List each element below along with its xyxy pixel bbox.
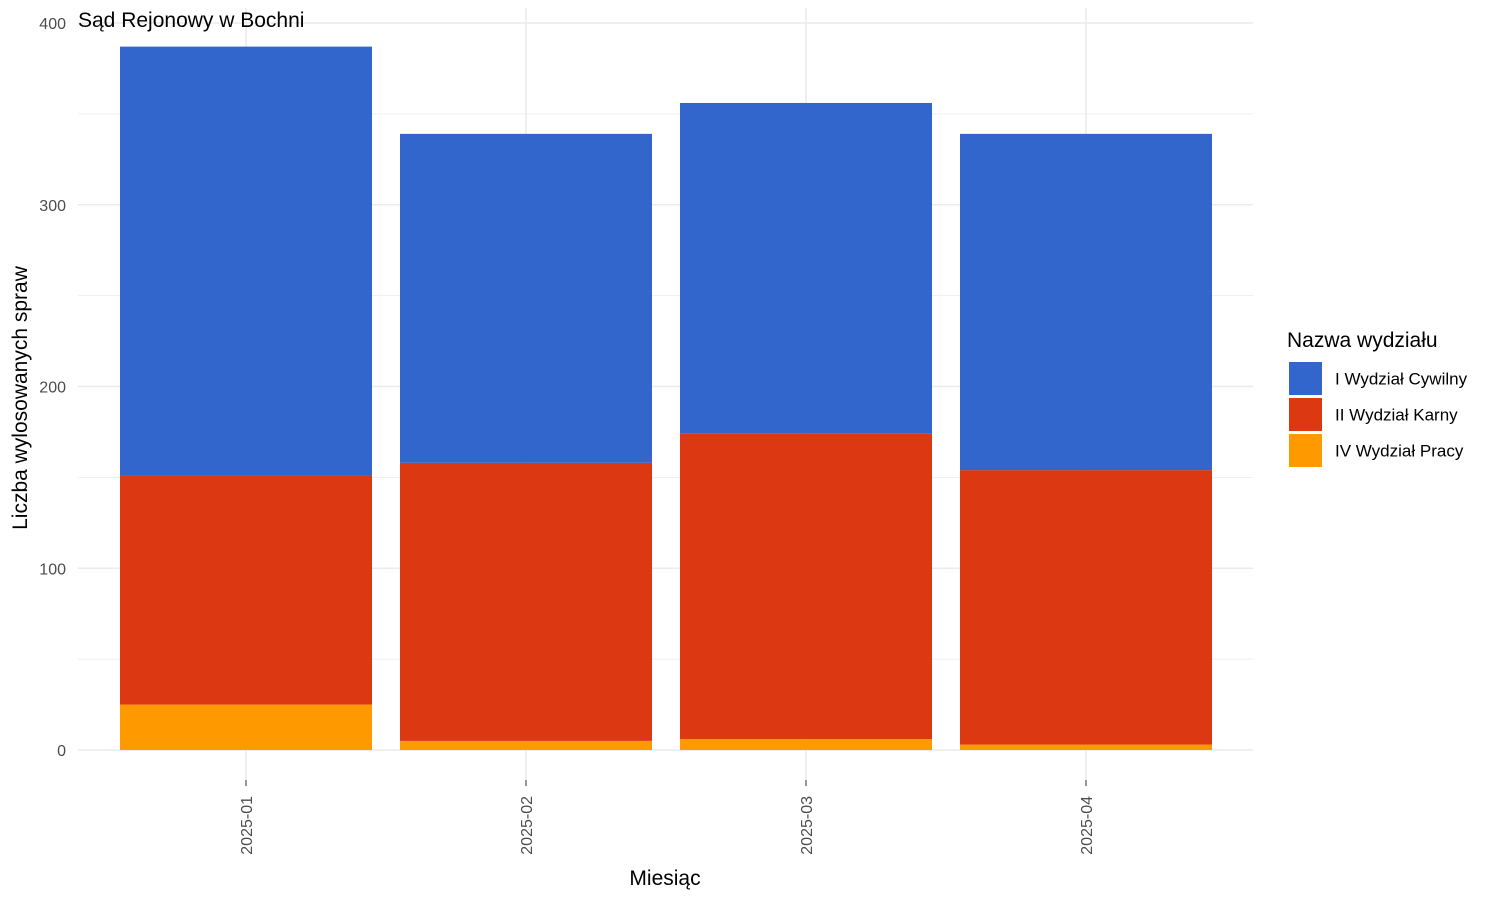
bar-segment <box>960 133 1212 471</box>
legend-label: IV Wydział Pracy <box>1335 442 1464 461</box>
x-tick-label: 2025-02 <box>519 796 536 855</box>
legend-label: I Wydział Cywilny <box>1335 370 1468 389</box>
bar-segment <box>960 744 1212 750</box>
legend-title: Nazwa wydziału <box>1287 329 1438 352</box>
legend-key <box>1289 362 1322 395</box>
bar-segment <box>120 704 372 750</box>
chart-title: Sąd Rejonowy w Bochni <box>78 9 304 32</box>
bar-segment <box>120 475 372 705</box>
y-tick-label: 200 <box>39 380 66 397</box>
bar-segment <box>680 433 932 740</box>
bar-segment <box>680 102 932 434</box>
bar-layer <box>120 46 1212 750</box>
y-axis-title: Liczba wylosowanych spraw <box>9 265 32 530</box>
bar-segment <box>400 462 652 741</box>
x-axis-title: Miesiąc <box>629 867 700 890</box>
bar-segment <box>680 739 932 750</box>
bar-segment <box>960 470 1212 745</box>
legend-key <box>1289 434 1322 467</box>
legend-items: I Wydział Cywilny II Wydział Karny IV Wydz… <box>1289 362 1468 467</box>
legend-key <box>1289 398 1322 431</box>
bar-segment <box>400 740 652 750</box>
x-tick-label: 2025-04 <box>1079 796 1096 855</box>
x-tick-label: 2025-01 <box>239 796 256 855</box>
y-tick-label: 100 <box>39 561 66 578</box>
bar-segment <box>120 46 372 476</box>
axis-layer: 0 100 200 300 400 2025-01 2025-02 2025-03 2025-0… <box>39 16 1096 855</box>
y-tick-label: 300 <box>39 198 66 215</box>
bar-segment <box>400 133 652 463</box>
x-tick-label: 2025-03 <box>799 796 816 855</box>
y-tick-label: 400 <box>39 16 66 33</box>
legend-label: II Wydział Karny <box>1335 406 1458 425</box>
y-tick-label: 0 <box>57 743 66 760</box>
legend: Nazwa wydziału I Wydział Cywilny II Wydzi… <box>1287 329 1468 467</box>
